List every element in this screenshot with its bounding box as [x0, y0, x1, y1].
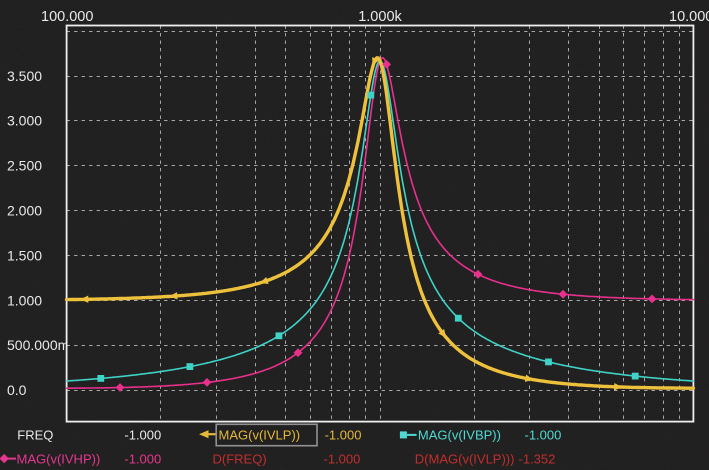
- svg-text:D(FREQ): D(FREQ): [213, 451, 267, 466]
- svg-text:D(MAG(v(IVLP))): D(MAG(v(IVLP))): [415, 451, 515, 466]
- svg-text:2.000: 2.000: [7, 203, 42, 219]
- svg-text:100.000: 100.000: [41, 9, 93, 25]
- svg-text:10.000k: 10.000k: [669, 9, 709, 25]
- svg-text:1.500: 1.500: [7, 247, 42, 263]
- svg-text:3.000: 3.000: [7, 113, 42, 129]
- svg-text:1.000k: 1.000k: [358, 9, 402, 25]
- svg-text:FREQ: FREQ: [17, 427, 53, 442]
- svg-text:0.0: 0.0: [7, 382, 27, 398]
- svg-text:-1.000: -1.000: [525, 427, 562, 442]
- svg-text:2.500: 2.500: [7, 158, 42, 174]
- svg-text:-1.000: -1.000: [124, 451, 161, 466]
- svg-text:-1.352: -1.352: [519, 451, 556, 466]
- svg-text:MAG(v(IVHP)): MAG(v(IVHP)): [17, 451, 101, 466]
- svg-text:-1.000: -1.000: [324, 451, 361, 466]
- svg-text:3.500: 3.500: [7, 68, 42, 84]
- svg-text:-1.000: -1.000: [325, 427, 362, 442]
- svg-text:500.000m: 500.000m: [7, 337, 69, 353]
- svg-text:MAG(v(IVLP)): MAG(v(IVLP)): [219, 427, 301, 442]
- svg-text:-1.000: -1.000: [124, 427, 161, 442]
- svg-text:1.000: 1.000: [7, 292, 42, 308]
- svg-text:MAG(v(IVBP)): MAG(v(IVBP)): [418, 427, 501, 442]
